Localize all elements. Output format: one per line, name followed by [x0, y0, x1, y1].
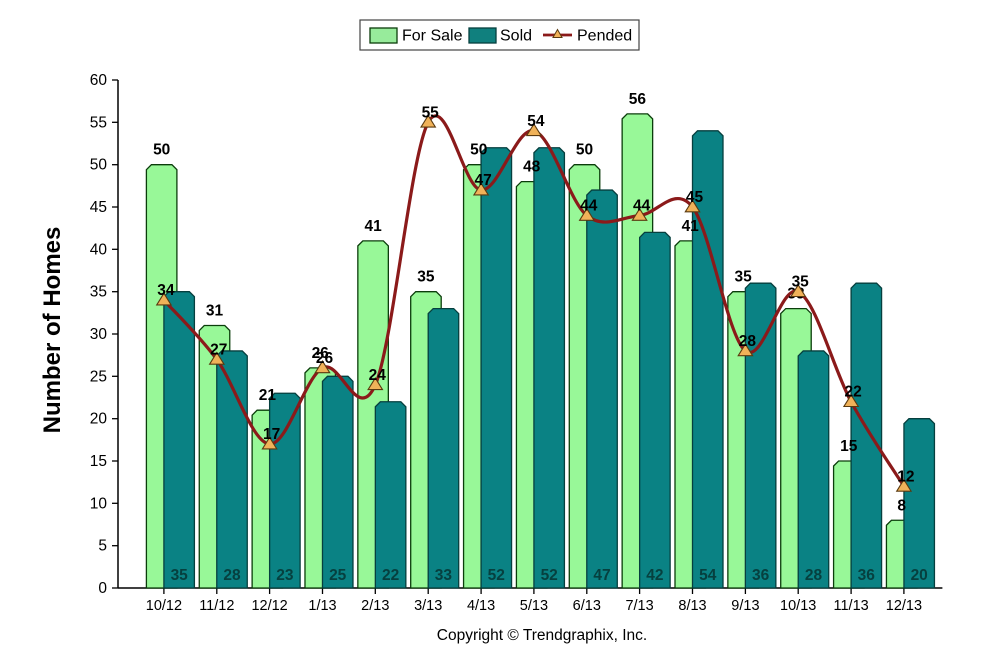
- svg-text:28: 28: [739, 333, 757, 350]
- svg-text:35: 35: [90, 284, 107, 301]
- svg-text:33: 33: [435, 567, 453, 584]
- svg-text:20: 20: [90, 411, 108, 428]
- svg-text:6/13: 6/13: [573, 598, 601, 614]
- svg-text:24: 24: [369, 367, 387, 384]
- svg-text:44: 44: [633, 198, 651, 215]
- svg-text:7/13: 7/13: [625, 598, 653, 614]
- svg-text:45: 45: [90, 199, 107, 216]
- svg-text:41: 41: [682, 218, 700, 235]
- svg-text:0: 0: [98, 580, 107, 597]
- svg-text:56: 56: [629, 91, 647, 108]
- svg-text:35: 35: [792, 274, 810, 291]
- svg-text:12: 12: [897, 468, 914, 485]
- svg-text:Sold: Sold: [500, 28, 532, 45]
- svg-text:47: 47: [474, 172, 491, 189]
- svg-text:25: 25: [90, 368, 107, 385]
- svg-text:22: 22: [382, 567, 399, 584]
- svg-text:35: 35: [734, 269, 752, 286]
- svg-text:60: 60: [90, 72, 108, 89]
- svg-text:Copyright © Trendgraphix, Inc.: Copyright © Trendgraphix, Inc.: [437, 627, 647, 644]
- svg-text:36: 36: [752, 567, 770, 584]
- svg-text:50: 50: [90, 157, 108, 174]
- svg-text:36: 36: [858, 567, 876, 584]
- svg-text:55: 55: [90, 114, 107, 131]
- svg-text:50: 50: [153, 142, 170, 159]
- svg-text:12/13: 12/13: [886, 598, 922, 614]
- svg-text:48: 48: [523, 159, 541, 176]
- svg-text:35: 35: [171, 567, 189, 584]
- svg-text:30: 30: [90, 326, 108, 343]
- svg-text:11/13: 11/13: [833, 598, 868, 614]
- svg-text:10/12: 10/12: [146, 598, 182, 614]
- svg-text:47: 47: [593, 567, 610, 584]
- svg-text:Pended: Pended: [577, 28, 632, 45]
- svg-text:54: 54: [699, 567, 717, 584]
- svg-text:5/13: 5/13: [520, 598, 548, 614]
- svg-text:35: 35: [417, 269, 435, 286]
- svg-text:2/13: 2/13: [361, 598, 389, 614]
- svg-text:28: 28: [223, 567, 241, 584]
- svg-text:23: 23: [276, 567, 294, 584]
- svg-text:17: 17: [263, 426, 280, 443]
- svg-text:55: 55: [422, 104, 440, 121]
- svg-text:40: 40: [90, 241, 108, 258]
- svg-text:52: 52: [541, 567, 558, 584]
- svg-text:8: 8: [897, 497, 906, 514]
- svg-text:12/12: 12/12: [251, 598, 287, 614]
- svg-text:11/12: 11/12: [199, 598, 234, 614]
- svg-text:10/13: 10/13: [780, 598, 816, 614]
- svg-text:22: 22: [844, 384, 861, 401]
- svg-text:44: 44: [580, 198, 598, 215]
- svg-text:28: 28: [805, 567, 823, 584]
- svg-text:15: 15: [840, 438, 858, 455]
- svg-text:15: 15: [90, 453, 107, 470]
- svg-text:52: 52: [488, 567, 505, 584]
- svg-text:1/13: 1/13: [308, 598, 336, 614]
- svg-text:54: 54: [527, 113, 545, 130]
- svg-text:50: 50: [576, 142, 593, 159]
- svg-text:3/13: 3/13: [414, 598, 442, 614]
- svg-text:21: 21: [259, 387, 277, 404]
- svg-text:For Sale: For Sale: [402, 28, 463, 45]
- svg-text:Number of Homes: Number of Homes: [39, 227, 66, 434]
- svg-text:42: 42: [646, 567, 663, 584]
- svg-text:31: 31: [206, 303, 224, 320]
- svg-text:27: 27: [210, 341, 227, 358]
- svg-text:10: 10: [90, 495, 108, 512]
- svg-text:34: 34: [157, 282, 175, 299]
- svg-text:9/13: 9/13: [731, 598, 759, 614]
- svg-text:5: 5: [98, 538, 107, 555]
- svg-text:50: 50: [470, 142, 487, 159]
- svg-text:20: 20: [911, 567, 928, 584]
- svg-text:8/13: 8/13: [678, 598, 706, 614]
- svg-text:45: 45: [686, 189, 704, 206]
- svg-text:4/13: 4/13: [467, 598, 495, 614]
- svg-text:41: 41: [364, 218, 382, 235]
- svg-text:26: 26: [316, 350, 334, 367]
- svg-text:25: 25: [329, 567, 347, 584]
